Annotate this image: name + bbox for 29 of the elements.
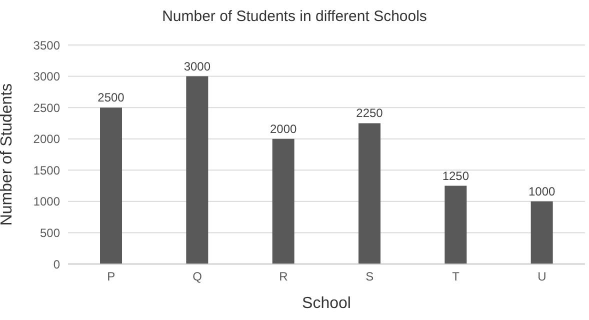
bar <box>100 108 122 264</box>
y-tick-label: 0 <box>53 257 60 272</box>
bar <box>444 186 467 264</box>
y-tick-label: 500 <box>40 226 60 240</box>
data-label: 3000 <box>184 59 211 74</box>
x-tick-label: Q <box>192 270 202 284</box>
data-label: 2500 <box>98 90 125 105</box>
data-label: 1250 <box>442 168 470 183</box>
bar <box>272 138 294 264</box>
y-tick-label: 1000 <box>33 194 60 209</box>
x-tick-label: U <box>538 270 546 284</box>
data-label: 2000 <box>270 122 298 136</box>
y-tick-label: 1500 <box>33 163 60 178</box>
chart-title: Number of Students in different Schools <box>161 8 428 25</box>
x-axis-title: School <box>302 295 351 312</box>
x-tick-label: S <box>366 270 374 284</box>
bar <box>358 123 380 264</box>
y-tick-label: 3500 <box>33 38 60 52</box>
x-tick-label: P <box>107 270 116 284</box>
x-tick-label: R <box>279 270 288 284</box>
data-label: 2250 <box>356 106 384 120</box>
y-tick-label: 3000 <box>33 70 60 84</box>
bar <box>530 201 553 264</box>
y-axis-title: Number of Students <box>0 83 16 226</box>
y-tick-label: 2500 <box>33 100 60 115</box>
x-tick-label: T <box>452 270 460 284</box>
y-tick-label: 2000 <box>33 132 60 146</box>
data-label: 1000 <box>528 184 556 198</box>
bar <box>186 76 208 264</box>
